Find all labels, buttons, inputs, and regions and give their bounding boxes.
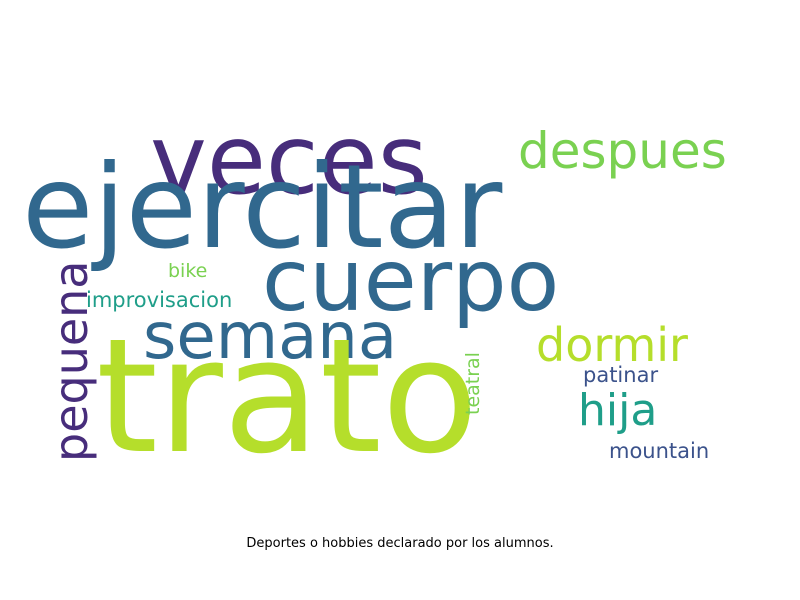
figure-caption: Deportes o hobbies declarado por los alu… bbox=[246, 536, 554, 551]
word-semana: semana bbox=[143, 300, 398, 374]
word-patinar: patinar bbox=[583, 363, 659, 387]
word-despues: despues bbox=[518, 122, 727, 180]
word-improvisacion: improvisacion bbox=[86, 288, 233, 312]
word-pequena: pequena bbox=[44, 260, 98, 463]
word-hija: hija bbox=[578, 385, 658, 436]
word-dormir: dormir bbox=[536, 318, 688, 372]
word-teatral: teatral bbox=[462, 352, 484, 415]
word-mountain: mountain bbox=[609, 439, 710, 463]
word-cuerpo: cuerpo bbox=[262, 231, 560, 331]
word-veces: veces bbox=[150, 104, 428, 216]
word-ejercitar: ejercitar bbox=[22, 140, 503, 275]
word-trato: trato bbox=[96, 305, 479, 489]
word-bike: bike bbox=[168, 260, 208, 282]
